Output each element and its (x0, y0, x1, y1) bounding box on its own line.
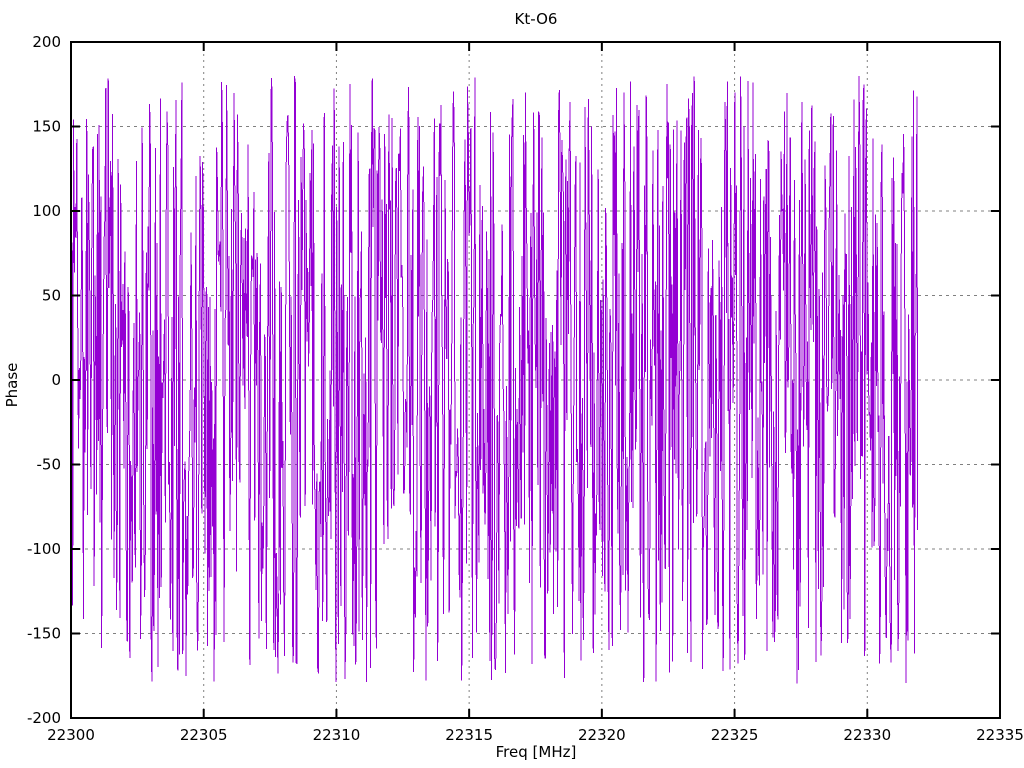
y-axis-tick-labels: -200 -150 -100 -50 0 50 100 150 200 (27, 33, 61, 727)
x-tick-label: 22320 (578, 726, 626, 744)
y-tick-label: -50 (37, 456, 62, 474)
y-tick-label: 0 (51, 371, 61, 389)
axis-ticks (70, 41, 1001, 719)
x-axis-tick-labels: 22300 22305 22310 22315 22320 22325 22330 22335 (47, 726, 1024, 744)
y-tick-label: 50 (42, 287, 61, 305)
x-tick-label: 22315 (445, 726, 493, 744)
data-series-layer (70, 75, 919, 684)
y-tick-label: -100 (27, 540, 61, 558)
x-tick-label: 22330 (843, 726, 891, 744)
data-series-line (70, 75, 919, 684)
y-tick-label: 200 (32, 33, 61, 51)
y-axis-label: Phase (3, 363, 21, 408)
x-axis-label: Freq [MHz] (496, 743, 577, 761)
x-tick-label: 22325 (711, 726, 759, 744)
y-tick-label: 100 (32, 202, 61, 220)
y-tick-label: -200 (27, 709, 61, 727)
x-tick-label: 22335 (976, 726, 1024, 744)
x-tick-label: 22310 (313, 726, 361, 744)
chart-title: Kt-O6 (515, 10, 558, 28)
y-tick-label: 150 (32, 118, 61, 136)
x-tick-label: 22300 (47, 726, 95, 744)
y-tick-label: -150 (27, 625, 61, 643)
x-tick-label: 22305 (180, 726, 228, 744)
